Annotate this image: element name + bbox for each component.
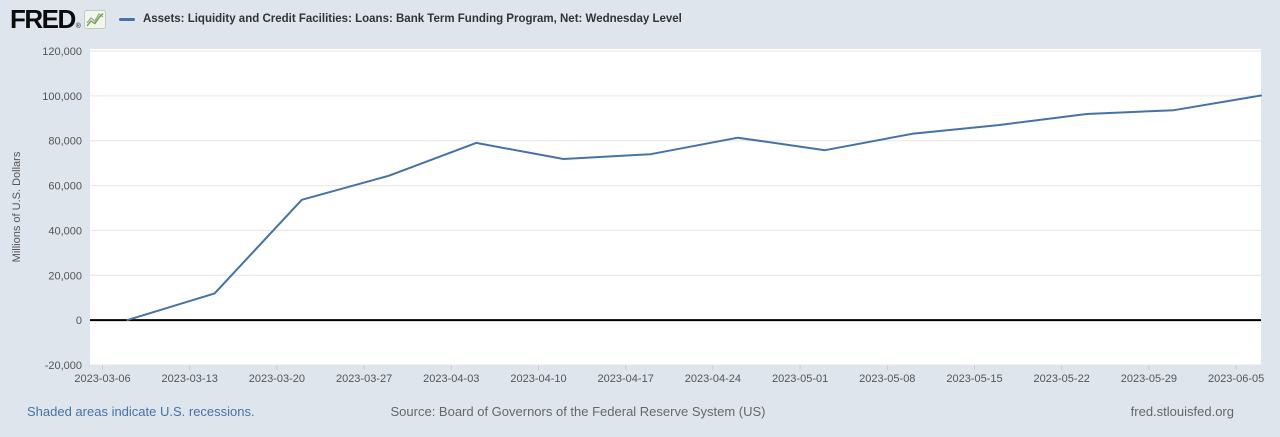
x-tick-label: 2023-03-13 (162, 373, 218, 385)
fred-logo-text: FRED (10, 4, 76, 34)
x-tick-label: 2023-04-17 (598, 373, 654, 385)
y-tick-label: 0 (76, 315, 82, 327)
x-tick-label: 2023-04-24 (685, 373, 741, 385)
x-tick-label: 2023-03-27 (336, 373, 392, 385)
y-tick-label: 40,000 (48, 225, 82, 237)
y-tick-label: 60,000 (48, 181, 82, 193)
fred-sparkline-icon (83, 9, 106, 29)
plot-area (90, 49, 1261, 365)
y-tick-label: 100,000 (42, 91, 82, 103)
x-tick-label: 2023-05-22 (1034, 373, 1090, 385)
series-legend-dash-icon (118, 17, 135, 21)
x-tick-label: 2023-04-03 (423, 373, 479, 385)
x-tick-label: 2023-05-08 (859, 373, 915, 385)
source-text: Source: Board of Governors of the Federa… (390, 404, 766, 419)
series-legend-label: Assets: Liquidity and Credit Facilities:… (142, 13, 682, 25)
y-tick-label: 80,000 (48, 136, 82, 148)
y-tick-label: 120,000 (42, 46, 82, 58)
header: FRED ® Assets: Liquidity and Credit Faci… (10, 4, 682, 34)
series-line (126, 94, 1262, 322)
y-axis-title: Millions of U.S. Dollars (11, 151, 23, 263)
recessions-note-link[interactable]: Shaded areas indicate U.S. recessions. (27, 404, 255, 419)
x-tick-label: 2023-05-01 (772, 373, 828, 385)
fred-logo[interactable]: FRED ® (10, 6, 81, 32)
x-tick-label: 2023-03-06 (74, 373, 130, 385)
x-tick-label: 2023-06-05 (1208, 373, 1264, 385)
x-tick-label: 2023-04-10 (510, 373, 566, 385)
y-tick-label: -20,000 (45, 360, 82, 372)
x-tick-label: 2023-05-15 (946, 373, 1002, 385)
x-tick-label: 2023-05-29 (1121, 373, 1177, 385)
registered-mark-icon: ® (75, 23, 81, 30)
fred-site-link[interactable]: fred.stlouisfed.org (1130, 404, 1234, 419)
y-tick-label: 20,000 (48, 270, 82, 282)
x-tick-label: 2023-03-20 (249, 373, 305, 385)
